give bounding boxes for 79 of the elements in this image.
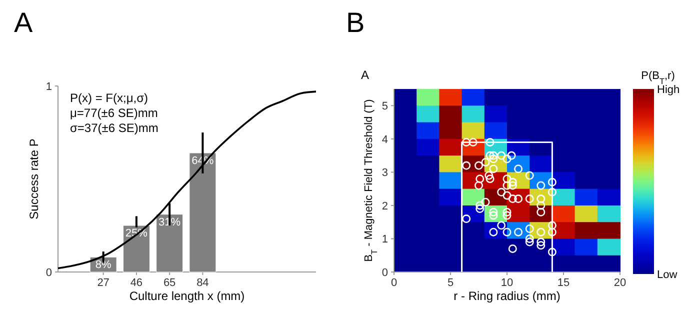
point [486,138,494,146]
point [548,188,556,196]
text: A [361,68,370,82]
x-tick-label: 15 [557,277,570,289]
color-bar-label: Low [657,269,678,281]
line-series [57,90,317,270]
x-tick-label: 0 [390,277,398,289]
point [502,228,512,236]
point [508,181,517,190]
point [484,171,494,180]
x-tick-label: 46 [130,277,143,289]
point [502,154,512,164]
point [476,201,484,210]
point [489,154,498,164]
y-tick-label: 5 [382,100,388,113]
y-tick-label: 4 [382,134,388,146]
point [468,138,478,146]
point [514,164,523,174]
annotation: μ=77(±6 SE)mm [70,106,158,120]
point [508,244,517,253]
data-label: 8% [95,259,112,272]
point [502,181,512,190]
x-tick-label: 20 [614,277,626,289]
point [548,228,556,236]
point [476,174,484,184]
point [508,178,517,186]
point [502,208,512,216]
point [462,161,471,170]
point [497,188,506,196]
x-tick-label: 84 [196,277,209,289]
point [525,194,534,204]
point [486,151,494,160]
point [525,234,534,243]
point [481,198,490,206]
point [486,174,494,184]
point [548,248,556,256]
x-tick-label: 5 [447,277,454,289]
chart-title: B [346,7,365,38]
color-bar-title: P(B$_{T}$,r) [641,70,675,86]
point [497,221,506,230]
point [497,151,506,160]
x-tick-label: 27 [97,277,110,289]
point [474,161,483,170]
chart-title: A [14,7,33,38]
point [476,204,484,214]
point [536,201,546,210]
y-axis-title: Success rate P [27,138,41,220]
bar [189,152,216,272]
point [548,178,556,186]
x-tick-label: 65 [163,277,176,289]
point [507,151,516,160]
y-tick-label: 3 [382,167,388,180]
point [462,138,471,146]
point [502,174,512,184]
point [481,158,490,166]
point [502,191,512,200]
annotation: σ=37(±6 SE)mm [70,121,158,135]
point [508,194,517,204]
point [536,181,546,190]
point [548,221,556,230]
y-tick-label: 1 [382,234,388,246]
point [502,211,512,220]
y-tick-label: 2 [382,200,388,212]
x-axis-title: r - Ring radius (mm) [454,289,560,303]
annotation: P(x) = F(x;μ,σ) [70,91,148,105]
point [489,164,498,174]
point [462,214,471,224]
y-tick-label: 0 [382,267,388,279]
color-bar-label: High [657,84,680,96]
point [474,181,483,190]
point [525,238,534,246]
x-axis-title: Culture length x (mm) [129,289,245,303]
x-tick-label: 10 [500,277,514,289]
point [489,151,498,160]
point [525,171,534,180]
point [525,224,534,233]
point [536,238,546,246]
bar [156,214,184,272]
y-tick-label: 1 [46,81,52,93]
